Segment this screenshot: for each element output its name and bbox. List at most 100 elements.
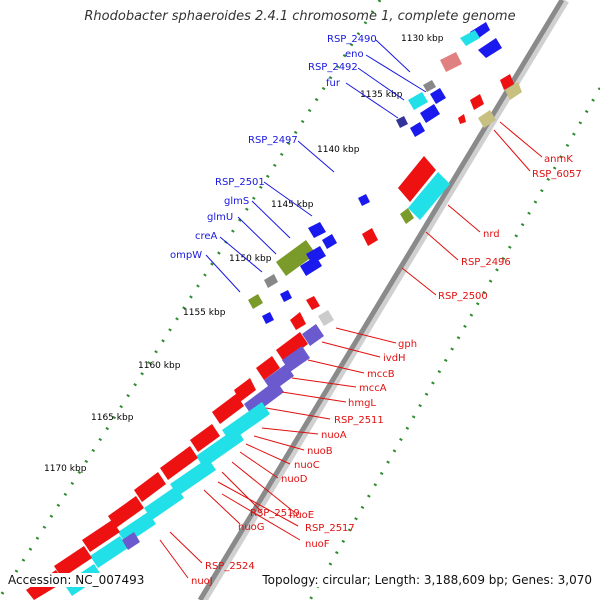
gene-arrow <box>144 486 184 520</box>
gene-arrow <box>160 446 198 480</box>
gene-arrow <box>118 512 156 544</box>
gene-label-reverse: RSP_2511 <box>334 415 384 426</box>
gene-arrow <box>300 256 322 276</box>
gene-arrow <box>308 222 326 238</box>
gene-arrow <box>460 30 480 46</box>
gene-label-reverse: nuoF <box>305 539 330 550</box>
gene-arrow <box>398 156 436 202</box>
gene-label-reverse: RSP_2500 <box>438 291 488 302</box>
gene-arrow <box>408 92 428 110</box>
gene-label-forward: RSP_2490 <box>327 34 377 45</box>
gene-label-reverse: mccB <box>367 369 395 380</box>
gene-label-forward: glmS <box>224 196 249 207</box>
gene-arrow <box>470 94 484 110</box>
gene-label-reverse: RSP_2496 <box>461 257 511 268</box>
gene-arrow <box>234 378 256 402</box>
gene-arrow <box>108 496 144 528</box>
gene-arrow <box>90 536 128 568</box>
gene-arrow <box>54 546 92 578</box>
gene-label-reverse: nuoE <box>289 510 314 521</box>
gene-label-reverse: nuoD <box>281 474 308 485</box>
gene-label-forward: RSP_2492 <box>308 62 358 73</box>
gene-arrow <box>282 346 310 372</box>
gene-label-reverse: ivdH <box>383 353 406 364</box>
gene-label-reverse: nuoB <box>307 446 333 457</box>
reverse-leaders <box>159 121 543 579</box>
map-title: Rhodobacter sphaeroides 2.4.1 chromosome… <box>84 9 516 24</box>
gene-label-forward: glmU <box>207 212 233 223</box>
gene-label-reverse: RSP_2524 <box>205 561 255 572</box>
gene-arrow <box>82 520 120 552</box>
gene-label-reverse: hmgL <box>348 398 376 409</box>
gene-label-forward: RSP_2501 <box>215 177 265 188</box>
gene-arrow <box>244 380 284 416</box>
gene-label-reverse: nuoC <box>294 460 320 471</box>
gene-label-forward: fur <box>326 78 341 89</box>
gene-arrow <box>264 274 278 288</box>
gene-arrow <box>302 324 324 346</box>
gene-arrow <box>500 74 514 90</box>
forward-genes <box>248 22 502 324</box>
scale-label: 1165 kbp <box>91 413 134 423</box>
scale-label: 1130 kbp <box>401 34 444 44</box>
gene-arrow <box>170 458 216 496</box>
gene-arrow <box>505 82 522 100</box>
gene-label-forward: ompW <box>170 250 202 261</box>
gene-arrow <box>276 332 308 362</box>
gene-arrow <box>290 312 306 330</box>
gene-arrow <box>362 228 378 246</box>
scale-label: 1135 kbp <box>360 90 403 100</box>
gene-arrow <box>212 394 244 424</box>
gene-arrow <box>122 532 140 550</box>
gene-arrow <box>256 356 280 380</box>
scale-label: 1145 kbp <box>271 200 314 210</box>
gene-arrow <box>430 88 446 104</box>
gene-arrow <box>400 208 414 224</box>
gene-label-reverse: anmK <box>544 154 573 165</box>
gene-label-reverse: RSP_2519 <box>250 508 300 519</box>
gene-arrow <box>358 194 370 206</box>
gene-arrow <box>396 116 408 128</box>
scale-label: 1140 kbp <box>317 145 360 155</box>
gene-arrow <box>322 234 337 249</box>
scale-label: 1160 kbp <box>138 361 181 371</box>
gene-arrow <box>410 122 425 137</box>
gene-label-reverse: nrd <box>483 229 500 240</box>
scale-label: 1170 kbp <box>44 464 87 474</box>
forward-leaders <box>205 39 427 293</box>
gene-arrow <box>440 52 462 72</box>
gene-label-reverse: RSP_2517 <box>305 523 355 534</box>
gene-arrow <box>276 240 316 276</box>
gene-label-forward: eno <box>345 49 364 60</box>
gene-label-forward: RSP_2497 <box>248 135 298 146</box>
summary-text: Topology: circular; Length: 3,188,609 bp… <box>260 573 594 587</box>
gene-label-reverse: nuoA <box>321 430 347 441</box>
gene-arrow <box>478 38 502 58</box>
gene-arrow <box>280 290 292 302</box>
gene-arrow <box>318 310 334 326</box>
gene-label-reverse: RSP_6057 <box>532 169 582 180</box>
gene-arrow <box>423 80 436 92</box>
gene-arrow <box>248 294 263 309</box>
gene-label-reverse: nuoG <box>238 522 265 533</box>
gene-label-forward: creA <box>195 231 218 242</box>
gene-arrow <box>190 424 220 452</box>
gene-arrow <box>420 104 440 123</box>
backbone <box>197 0 565 600</box>
scale-label: 1150 kbp <box>229 254 272 264</box>
accession-text: Accession: NC_007493 <box>6 573 147 587</box>
gene-arrow <box>478 110 496 128</box>
gene-label-reverse: mccA <box>359 383 387 394</box>
reverse-genes <box>26 52 522 600</box>
gene-arrow <box>306 296 320 310</box>
backbone-shadow <box>199 0 569 600</box>
gene-label-reverse: nuoJ <box>191 576 213 587</box>
gene-arrow <box>262 312 274 324</box>
gene-label-reverse: gph <box>398 339 417 350</box>
gene-arrow <box>134 472 166 502</box>
scale-ring-outer <box>0 0 382 598</box>
gene-arrow <box>408 172 450 220</box>
gene-arrow <box>458 114 466 124</box>
scale-label: 1155 kbp <box>183 308 226 318</box>
